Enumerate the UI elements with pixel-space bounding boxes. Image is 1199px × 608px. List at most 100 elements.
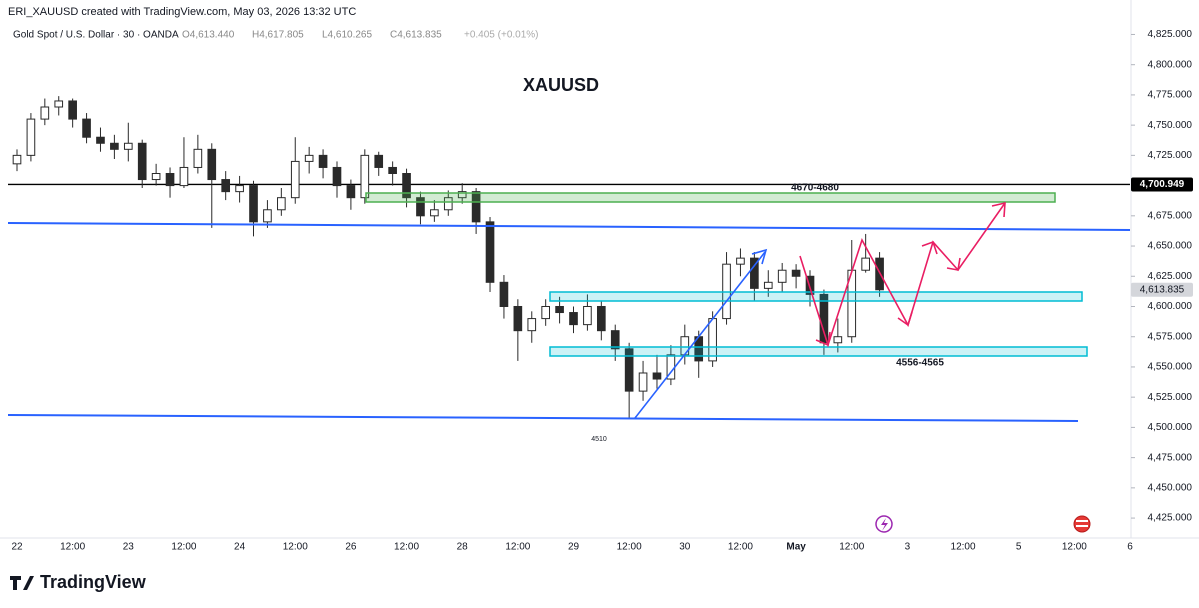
x-tick-label: 12:00 [839, 542, 864, 553]
flag-stripe [1076, 525, 1088, 527]
y-tick-label: 4,500.000 [1148, 422, 1193, 433]
legend-low: L4,610.265 [322, 30, 372, 41]
lower-zone [549, 346, 1088, 357]
legend-open: O4,613.440 [182, 30, 235, 41]
x-tick-label: 23 [123, 542, 135, 553]
upper-zone [365, 192, 1056, 203]
y-tick-label: 4,475.000 [1148, 452, 1193, 463]
upper-trendline [7, 222, 1131, 231]
pink-head [921, 240, 938, 255]
candle-body [736, 257, 745, 265]
y-tick-label: 4,550.000 [1148, 362, 1193, 373]
last-price-label: 4,613.835 [1140, 284, 1185, 295]
x-tick-label: 3 [905, 542, 911, 553]
x-tick-label: 12:00 [171, 542, 196, 553]
candle-body [12, 154, 22, 165]
candle-body [304, 154, 314, 162]
candle-body [861, 257, 870, 271]
lower-zone-label: 4556-4565 [896, 358, 944, 369]
x-tick-label: 12:00 [60, 542, 85, 553]
y-tick-label: 4,425.000 [1148, 513, 1193, 524]
candle-body [638, 372, 648, 392]
x-tick-label: 12:00 [1062, 542, 1087, 553]
x-tick-label: 12:00 [617, 542, 642, 553]
candle-body [457, 191, 467, 199]
candle-body [221, 179, 231, 193]
candle-body [26, 118, 36, 156]
candle-body [402, 173, 411, 199]
x-tick-label: 28 [457, 542, 469, 553]
x-tick-label: 12:00 [951, 542, 976, 553]
candle-body [596, 305, 606, 332]
logo-mark [10, 576, 34, 590]
pink-head [946, 257, 961, 271]
x-tick-label: May [786, 542, 806, 553]
candle-body [388, 166, 397, 175]
candle-body [137, 142, 147, 181]
drawings: 4670-4680 4556-4565 4510 [7, 183, 1131, 533]
candle-body [123, 142, 133, 150]
x-tick-label: 6 [1127, 542, 1133, 553]
candle-body [416, 197, 425, 217]
pink-head [815, 331, 831, 347]
y-tick-label: 4,600.000 [1148, 301, 1193, 312]
y-tick-label: 4,750.000 [1148, 120, 1193, 131]
news-flag-icon[interactable] [1073, 515, 1091, 533]
y-tick-label: 4,450.000 [1148, 482, 1193, 493]
candle-body [527, 318, 537, 332]
y-tick-label: 4,725.000 [1148, 150, 1193, 161]
blue-arrow [634, 251, 766, 419]
candle-body [82, 118, 91, 138]
candle-body [430, 209, 439, 217]
candle-body [277, 197, 286, 211]
legend-close: C4,613.835 [390, 30, 442, 41]
projection-arrowhead [991, 201, 1006, 218]
plot: 4,425.000 4,450.000 4,475.000 4,500.000 4,52… [8, 29, 1193, 553]
price-line-tag [1131, 177, 1193, 192]
y-tick-label: 4,675.000 [1148, 210, 1193, 221]
candle-body [318, 154, 328, 168]
y-tick-label: 4,575.000 [1148, 331, 1193, 342]
candle-body [791, 269, 801, 277]
logo-text: TradingView [40, 572, 147, 592]
candle-body [332, 166, 342, 187]
candle-body [207, 148, 217, 181]
middle-zone [549, 291, 1083, 302]
candle-body [777, 269, 787, 283]
candle-body [541, 305, 551, 320]
low-label: 4510 [591, 436, 607, 443]
candle-body [151, 173, 161, 181]
x-tick-label: 12:00 [283, 542, 308, 553]
y-tick-label: 4,625.000 [1148, 271, 1193, 282]
candle-body [40, 106, 50, 120]
y-tick-label: 4,825.000 [1148, 29, 1193, 40]
x-tick-label: 12:00 [505, 542, 530, 553]
lower-trendline [7, 414, 1079, 422]
candle-body [555, 305, 564, 314]
y-tick-label: 4,800.000 [1148, 59, 1193, 70]
candle-body [110, 142, 119, 150]
candle-body [569, 312, 578, 326]
x-tick-label: 30 [679, 542, 691, 553]
last-price-tag [1131, 282, 1193, 297]
y-tick-label: 4,650.000 [1148, 241, 1193, 252]
candle-body [583, 305, 592, 326]
y-tick-label: 4,775.000 [1148, 90, 1193, 101]
candle-body [443, 197, 453, 211]
candle-body [374, 154, 384, 168]
candle-body [513, 305, 523, 332]
price-line-label: 4,700.949 [1140, 179, 1185, 190]
flag-stripe [1076, 520, 1088, 522]
x-tick-label: 24 [234, 542, 246, 553]
candle-body [54, 100, 64, 108]
candle-body [290, 160, 300, 199]
x-tick-label: 26 [345, 542, 357, 553]
candle-body [763, 281, 773, 289]
x-tick-label: 22 [11, 542, 23, 553]
candle-body [346, 185, 356, 199]
candle-body [193, 148, 203, 168]
chart-title: XAUUSD [523, 75, 599, 95]
candle-body [610, 330, 620, 350]
